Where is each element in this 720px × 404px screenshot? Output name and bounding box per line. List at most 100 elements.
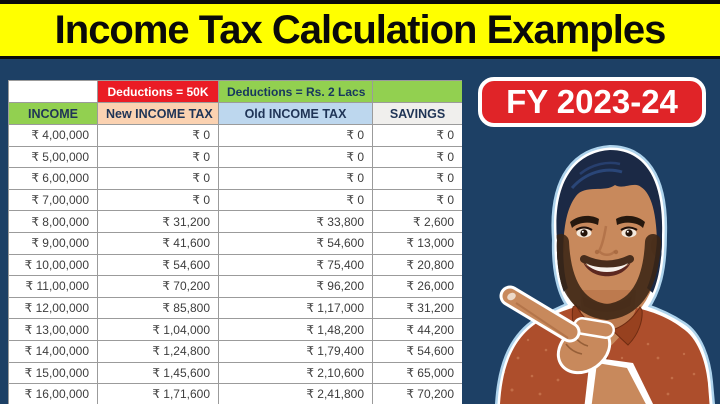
top-border: [0, 0, 720, 4]
table-row: ₹ 5,00,000 ₹ 0 ₹ 0 ₹ 0: [8, 145, 462, 169]
old-tax-cell: ₹ 75,400: [218, 253, 373, 277]
income-cell: ₹ 15,00,000: [8, 361, 98, 385]
thumb: [575, 319, 613, 337]
pointing-hand: [499, 285, 654, 404]
column-header-income: INCOME: [8, 102, 98, 125]
old-tax-cell: ₹ 1,17,000: [218, 296, 373, 320]
table-row: ₹ 16,00,000 ₹ 1,71,600 ₹ 2,41,800 ₹ 70,2…: [8, 383, 462, 404]
income-cell: ₹ 5,00,000: [8, 145, 98, 169]
column-header-old-income-tax: Old INCOME TAX: [218, 102, 373, 125]
table-row: ₹ 7,00,000 ₹ 0 ₹ 0 ₹ 0: [8, 188, 462, 212]
left-eyebrow: [570, 215, 599, 228]
right-eyebrow: [616, 215, 645, 228]
old-tax-cell: ₹ 0: [218, 188, 373, 212]
old-tax-cell: ₹ 0: [218, 124, 373, 147]
savings-cell: ₹ 20,800: [372, 253, 462, 277]
new-tax-cell: ₹ 0: [97, 124, 219, 147]
group-header-row: Deductions = 50K Deductions = Rs. 2 Lacs: [8, 80, 462, 103]
old-tax-cell: ₹ 33,800: [218, 210, 373, 233]
right-eye: [620, 226, 638, 238]
savings-cell: ₹ 44,200: [372, 318, 462, 341]
table-row: ₹ 4,00,000 ₹ 0 ₹ 0 ₹ 0: [8, 124, 462, 147]
income-cell: ₹ 10,00,000: [8, 253, 98, 277]
column-header-row: INCOME New INCOME TAX Old INCOME TAX SAV…: [8, 102, 462, 125]
income-cell: ₹ 13,00,000: [8, 318, 98, 341]
new-tax-cell: ₹ 1,71,600: [97, 383, 219, 404]
fy-badge-label: FY 2023-24: [506, 83, 678, 120]
nose: [594, 225, 619, 256]
table-row: ₹ 13,00,000 ₹ 1,04,000 ₹ 1,48,200 ₹ 44,2…: [8, 318, 462, 341]
income-cell: ₹ 8,00,000: [8, 210, 98, 233]
forearm: [591, 363, 646, 404]
collar-right: [611, 306, 643, 346]
new-tax-cell: ₹ 0: [97, 167, 219, 190]
old-tax-cell: ₹ 1,79,400: [218, 339, 373, 363]
savings-cell: ₹ 13,000: [372, 231, 462, 255]
new-tax-cell: ₹ 85,800: [97, 296, 219, 320]
table-row: ₹ 6,00,000 ₹ 0 ₹ 0 ₹ 0: [8, 167, 462, 190]
income-cell: ₹ 6,00,000: [8, 167, 98, 190]
mouth: [583, 262, 631, 277]
group-header-savings-blank: [372, 80, 462, 103]
income-cell: ₹ 14,00,000: [8, 339, 98, 363]
table-row: ₹ 9,00,000 ₹ 41,600 ₹ 54,600 ₹ 13,000: [8, 231, 462, 255]
new-tax-cell: ₹ 70,200: [97, 275, 219, 298]
teeth: [586, 263, 628, 272]
income-cell: ₹ 7,00,000: [8, 188, 98, 212]
column-header-new-income-tax: New INCOME TAX: [97, 102, 219, 125]
income-cell: ₹ 11,00,000: [8, 275, 98, 298]
group-header-blank: [8, 80, 98, 103]
new-tax-cell: ₹ 54,600: [97, 253, 219, 277]
old-tax-cell: ₹ 96,200: [218, 275, 373, 298]
savings-cell: ₹ 2,600: [372, 210, 462, 233]
column-header-savings: SAVINGS: [372, 102, 462, 125]
income-cell: ₹ 12,00,000: [8, 296, 98, 320]
savings-cell: ₹ 26,000: [372, 275, 462, 298]
savings-cell: ₹ 70,200: [372, 383, 462, 404]
income-cell: ₹ 16,00,000: [8, 383, 98, 404]
new-tax-cell: ₹ 0: [97, 188, 219, 212]
group-header-old-deductions: Deductions = Rs. 2 Lacs: [218, 80, 373, 103]
finger-shading: [515, 302, 569, 339]
new-tax-cell: ₹ 0: [97, 145, 219, 169]
table-body: ₹ 4,00,000 ₹ 0 ₹ 0 ₹ 0 ₹ 5,00,000 ₹ 0 ₹ …: [8, 124, 462, 404]
new-tax-cell: ₹ 1,24,800: [97, 339, 219, 363]
old-tax-cell: ₹ 1,48,200: [218, 318, 373, 341]
hair: [549, 150, 667, 260]
table-row: ₹ 8,00,000 ₹ 31,200 ₹ 33,800 ₹ 2,600: [8, 210, 462, 233]
savings-cell: ₹ 54,600: [372, 339, 462, 363]
savings-cell: ₹ 0: [372, 124, 462, 147]
fingernail: [507, 292, 516, 301]
new-tax-cell: ₹ 1,45,600: [97, 361, 219, 385]
new-tax-cell: ₹ 41,600: [97, 231, 219, 255]
presenter-pointing-at-table: [494, 144, 716, 404]
savings-cell: ₹ 65,000: [372, 361, 462, 385]
index-finger: [502, 288, 578, 340]
table-row: ₹ 15,00,000 ₹ 1,45,600 ₹ 2,10,600 ₹ 65,0…: [8, 361, 462, 385]
old-tax-cell: ₹ 2,41,800: [218, 383, 373, 404]
savings-cell: ₹ 31,200: [372, 296, 462, 320]
mustache: [580, 255, 634, 269]
title-banner: Income Tax Calculation Examples: [0, 4, 720, 59]
old-tax-cell: ₹ 54,600: [218, 231, 373, 255]
savings-cell: ₹ 0: [372, 188, 462, 212]
savings-cell: ₹ 0: [372, 145, 462, 169]
income-tax-table: Deductions = 50K Deductions = Rs. 2 Lacs…: [8, 80, 462, 404]
page-title: Income Tax Calculation Examples: [54, 7, 667, 52]
new-tax-cell: ₹ 1,04,000: [97, 318, 219, 341]
old-tax-cell: ₹ 0: [218, 167, 373, 190]
group-header-new-deductions: Deductions = 50K: [97, 80, 219, 103]
old-tax-cell: ₹ 2,10,600: [218, 361, 373, 385]
table-row: ₹ 11,00,000 ₹ 70,200 ₹ 96,200 ₹ 26,000: [8, 275, 462, 298]
left-eye: [575, 226, 593, 238]
table-row: ₹ 12,00,000 ₹ 85,800 ₹ 1,17,000 ₹ 31,200: [8, 296, 462, 320]
income-cell: ₹ 9,00,000: [8, 231, 98, 255]
old-tax-cell: ₹ 0: [218, 145, 373, 169]
income-cell: ₹ 4,00,000: [8, 124, 98, 147]
beard: [553, 234, 661, 321]
fy-badge: FY 2023-24: [478, 77, 706, 127]
savings-cell: ₹ 0: [372, 167, 462, 190]
hair-shine: [570, 168, 623, 190]
hair-shine-2: [579, 161, 621, 175]
